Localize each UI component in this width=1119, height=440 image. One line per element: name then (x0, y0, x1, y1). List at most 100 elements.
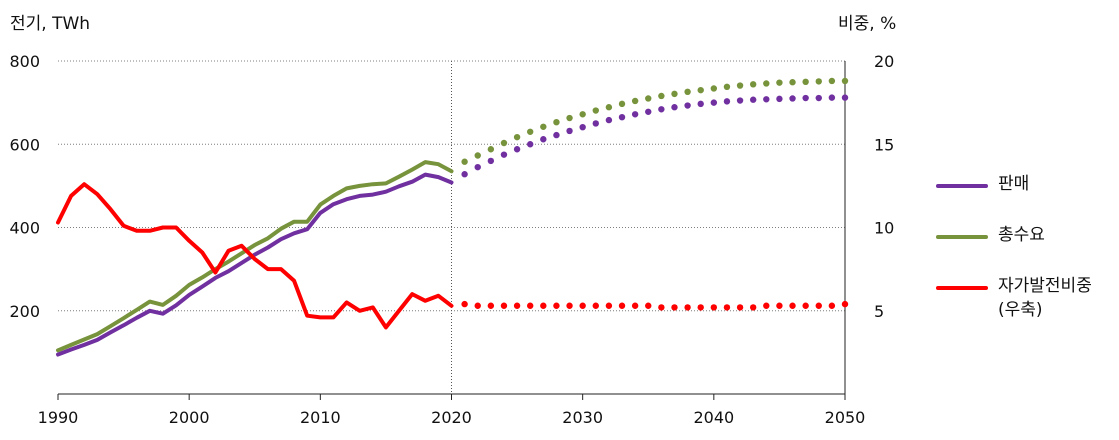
series-point-projected (736, 304, 744, 311)
series-point-projected (645, 108, 652, 115)
series-point-projected (723, 98, 731, 105)
legend-label-sales: 판매 (998, 174, 1030, 194)
legend-swatch-self-generation-share (936, 286, 988, 290)
series-point-projected (841, 94, 849, 101)
series-point-projected (513, 302, 521, 309)
series-point-projected (658, 106, 665, 113)
legend-swatch-sales (936, 184, 988, 188)
x-tick-label: 2040 (693, 408, 734, 427)
series-point-projected (566, 302, 573, 309)
series-point-projected (527, 128, 534, 135)
series-point-projected (684, 304, 691, 311)
legend-label-total-demand: 총수요 (998, 225, 1045, 245)
left-axis-title: 전기, TWh (10, 14, 91, 34)
series-layer (56, 77, 849, 357)
series-point-projected (802, 78, 809, 86)
series-point-projected (828, 77, 836, 85)
series-point-projected (618, 302, 626, 309)
right-tick-label: 15 (874, 135, 894, 154)
series-point-projected (802, 302, 809, 309)
series-point-projected (828, 302, 836, 309)
series-point-projected (592, 107, 599, 114)
series-point-projected (736, 97, 744, 104)
series-point-projected (684, 102, 691, 109)
right-tick-label: 5 (874, 302, 884, 321)
series-point-projected (671, 304, 678, 311)
series-point-projected (697, 86, 704, 94)
series-point-projected (710, 99, 718, 106)
series-point-projected (553, 118, 560, 126)
x-tick-label: 2010 (300, 408, 341, 427)
series-point-projected (500, 302, 508, 309)
series-point-projected (815, 94, 822, 102)
series-point-projected (631, 111, 639, 118)
series-point-projected (527, 141, 534, 148)
series-point-projected (749, 81, 757, 88)
series-point-projected (828, 94, 836, 101)
left-tick-label: 200 (9, 302, 40, 321)
series-point-projected (658, 304, 665, 311)
series-point-projected (631, 97, 639, 105)
series-point-projected (461, 158, 468, 165)
series-line-historical (56, 160, 454, 353)
series-point-projected (579, 302, 586, 309)
series-point-projected (605, 302, 613, 309)
series-point-projected (802, 94, 809, 102)
series-point-projected (697, 100, 704, 108)
x-tick-label: 1990 (38, 408, 79, 427)
series-point-projected (579, 123, 586, 131)
legend-label-self-generation-share: 자가발전비중 (우축) (998, 276, 1092, 320)
series-point-projected (645, 95, 652, 102)
series-2 (56, 182, 849, 330)
series-point-projected (658, 92, 665, 100)
legend-swatch-total-demand (936, 235, 988, 239)
series-point-projected (579, 111, 586, 118)
series-point-projected (474, 302, 481, 309)
series-point-projected (605, 116, 613, 124)
legend-item-self-generation-share: 자가발전비중 (우축) (936, 274, 1116, 322)
axes (57, 61, 846, 400)
legend-item-sales: 판매 (936, 172, 1116, 196)
right-tick-label: 10 (874, 219, 894, 238)
x-tick-label: 2050 (825, 408, 866, 427)
series-point-projected (776, 302, 783, 309)
series-point-projected (671, 90, 678, 98)
series-point-projected (474, 152, 481, 159)
series-point-projected (540, 123, 547, 130)
series-point-projected (697, 304, 704, 311)
x-tick-label: 2020 (431, 408, 472, 427)
series-line-historical (56, 172, 454, 357)
x-tick-label: 2000 (169, 408, 210, 427)
series-point-projected (513, 146, 521, 153)
right-axis-title: 비중, % (838, 14, 897, 34)
series-point-projected (605, 104, 613, 111)
series-point-projected (553, 131, 560, 139)
legend: 판매 총수요 자가발전비중 (우축) (936, 172, 1116, 349)
series-point-projected (487, 302, 495, 309)
series-point-projected (631, 302, 639, 309)
left-tick-label: 800 (9, 52, 40, 71)
series-point-projected (487, 157, 495, 165)
series-point-projected (789, 95, 796, 102)
series-point-projected (776, 95, 783, 103)
series-point-projected (710, 85, 718, 92)
series-point-projected (513, 133, 521, 141)
legend-item-total-demand: 총수요 (936, 223, 1116, 247)
series-point-projected (474, 163, 481, 171)
series-point-projected (645, 302, 652, 309)
series-point-projected (592, 120, 599, 127)
series-point-projected (618, 113, 626, 121)
series-point-projected (540, 136, 547, 143)
right-tick-label: 20 (874, 52, 894, 71)
series-point-projected (749, 96, 757, 103)
series-point-projected (723, 304, 731, 311)
series-point-projected (841, 300, 849, 308)
left-tick-label: 400 (9, 219, 40, 238)
series-point-projected (540, 302, 547, 309)
series-point-projected (566, 127, 573, 135)
series-point-projected (553, 302, 560, 309)
series-point-projected (776, 79, 783, 86)
series-point-projected (500, 151, 508, 158)
series-point-projected (461, 300, 468, 308)
series-point-projected (841, 77, 849, 85)
